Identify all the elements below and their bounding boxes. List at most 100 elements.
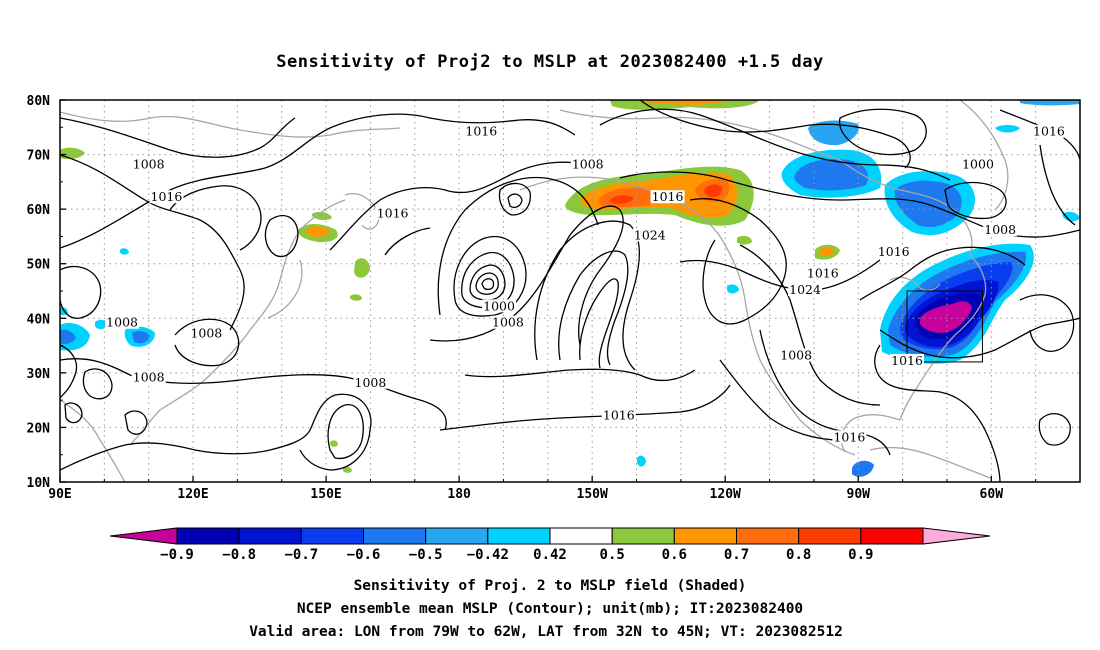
contour-line (599, 108, 951, 181)
contour-label: 1008 (780, 347, 812, 362)
contour-line (719, 359, 841, 441)
contour-label: 1016 (807, 266, 839, 281)
footer-line-1: Sensitivity of Proj. 2 to MSLP field (Sh… (354, 578, 747, 594)
valid-area-box (906, 290, 983, 363)
colorbar-bin (673, 527, 737, 545)
colorbar-tick-label: −0.42 (467, 547, 509, 563)
colorbar-low-extend (109, 527, 178, 545)
shade-pos-alaska-red3 (704, 184, 722, 198)
contour-label-bg (131, 157, 166, 171)
contour-line (534, 220, 641, 371)
y-tick-label: 60N (27, 203, 51, 218)
colorbar-tick-label: 0.8 (786, 547, 811, 563)
colorbar-bin (798, 527, 862, 545)
shade-pos-small-6 (330, 440, 338, 447)
contour-label: 1000 (962, 156, 994, 171)
contour-label-bg (353, 375, 388, 389)
colorbar-bin (300, 527, 365, 545)
contour-label: 1008 (572, 156, 604, 171)
contour-label-bg (876, 244, 911, 258)
contour-line (874, 344, 1001, 482)
contour-line (1039, 144, 1076, 226)
x-tick-label: 150W (577, 487, 608, 502)
coast-indochina (60, 399, 126, 482)
contour-line (169, 185, 262, 251)
contour-line (739, 244, 881, 406)
contour-line (469, 264, 506, 301)
shade-wp-neg-4 (132, 331, 150, 344)
contour-label: 1016 (891, 353, 923, 368)
contour-label-bg (805, 266, 840, 280)
contour-labels: 1016100810161016100810161024100010161008… (105, 124, 1066, 444)
contour-label-bg (131, 370, 166, 384)
shade-pos-japan (354, 258, 370, 278)
contour-label-bg (490, 315, 525, 329)
shade-arctic-neg (1020, 100, 1080, 106)
contour-line (879, 317, 1080, 359)
contour-label: 1008 (133, 369, 165, 384)
colorbar-tick-label: 0.9 (848, 547, 873, 563)
sensitivity-shading (60, 100, 1080, 477)
coast-hudson (839, 159, 973, 256)
shade-pos-nwpac-3 (312, 211, 332, 221)
contour-line (1038, 413, 1071, 446)
shade-pos-nwpac-2 (305, 226, 330, 237)
contour-line (1019, 294, 1075, 352)
contour-label-bg (832, 430, 867, 444)
shade-pos-alaska-red4 (610, 195, 634, 204)
contour-label: 1024 (789, 282, 821, 297)
shade-pos-small-1 (350, 294, 362, 301)
shade-wp-neg-7 (120, 248, 129, 255)
coast-asia-north (60, 111, 401, 138)
contour-label-bg (632, 228, 667, 242)
contour-line (759, 329, 891, 456)
y-tick-label: 50N (27, 258, 51, 273)
colorbar-bin (549, 527, 613, 545)
colorbar-bin (860, 527, 924, 545)
contour-line (464, 368, 696, 382)
shade-neg-small-3 (852, 460, 874, 477)
contour-line (689, 198, 787, 325)
contour-line (639, 100, 911, 169)
coast-alaska-north (559, 109, 841, 161)
contour-line (60, 265, 102, 319)
x-tick-label: 120E (177, 487, 208, 502)
contour-line (60, 117, 296, 158)
x-tick-label: 150E (310, 487, 341, 502)
contour-label: 1016 (603, 408, 635, 423)
contour-label: 1016 (465, 124, 497, 139)
colorbar-bin (425, 527, 489, 545)
contour-label-bg (983, 222, 1018, 236)
contour-line (329, 161, 601, 251)
contour-line (944, 181, 1007, 220)
shade-canada-neg-c (808, 120, 859, 146)
colorbar-tick-label: −0.8 (222, 547, 256, 563)
contour-label: 1016 (151, 189, 183, 204)
contour-label: 1008 (984, 222, 1016, 237)
contour-line (82, 368, 113, 400)
coast-greenland (959, 100, 1009, 211)
shade-neg-small-2 (1062, 211, 1080, 222)
contour-label-bg (482, 299, 517, 313)
contour-label-bg (1031, 124, 1066, 138)
shade-neg-small-4 (637, 455, 646, 467)
contour-line (481, 278, 495, 291)
coast-japan (267, 259, 303, 319)
colorbar-tick-label: −0.9 (160, 547, 194, 563)
contour-line (507, 193, 523, 208)
contour-line (838, 108, 927, 156)
contour-label-bg (890, 353, 925, 367)
coast-caribbean (869, 446, 991, 479)
contour-label: 1000 (483, 298, 515, 313)
y-tick-label: 80N (27, 94, 51, 109)
x-axis: 90E 120E 150E 180 150W 120W 90W 60W (48, 476, 1037, 502)
contour-label-bg (570, 157, 605, 171)
contour-line (60, 358, 447, 431)
colorbar-tick-label: 0.6 (662, 547, 687, 563)
coast-us-east (899, 254, 987, 421)
contour-label-bg (375, 206, 410, 220)
footer-line-2: NCEP ensemble mean MSLP (Contour); unit(… (297, 601, 803, 617)
shade-pos-small-5 (737, 235, 752, 245)
contour-label: 1024 (634, 227, 666, 242)
